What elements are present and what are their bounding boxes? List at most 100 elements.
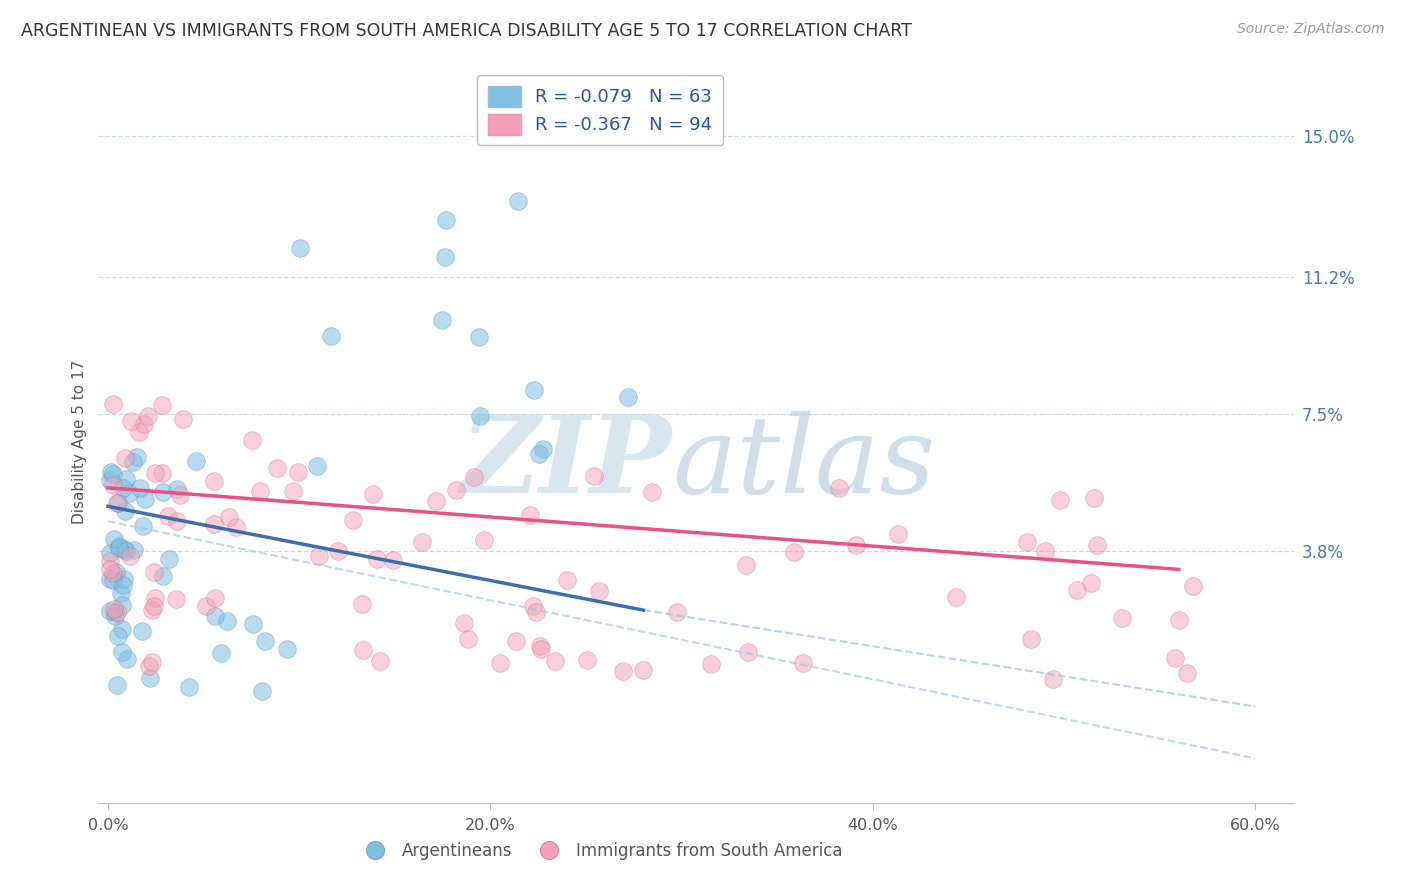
Point: [117, 651, 139, 665]
Point: [142, 599, 165, 614]
Y-axis label: Disability Age 5 to 17: Disability Age 5 to 17: [72, 359, 87, 524]
Point: [122, 543, 145, 558]
Point: [98, 554, 121, 568]
Point: [103, 397, 125, 411]
Point: [519, 508, 541, 522]
Point: [166, 482, 188, 496]
Point: [157, 509, 180, 524]
Point: [463, 470, 485, 484]
Point: [1111, 611, 1133, 625]
Point: [1083, 491, 1105, 505]
Point: [433, 250, 456, 264]
Point: [326, 544, 349, 558]
Point: [225, 520, 247, 534]
Point: [103, 533, 125, 547]
Point: [118, 485, 141, 500]
Point: [612, 665, 634, 679]
Point: [111, 599, 134, 613]
Point: [1087, 538, 1109, 552]
Point: [132, 519, 155, 533]
Point: [128, 481, 150, 495]
Point: [114, 451, 136, 466]
Point: [288, 241, 311, 255]
Point: [249, 483, 271, 498]
Point: [143, 466, 166, 480]
Point: [138, 671, 160, 685]
Point: [157, 552, 180, 566]
Point: [266, 461, 288, 475]
Point: [588, 583, 610, 598]
Point: [457, 632, 479, 647]
Point: [1175, 666, 1198, 681]
Point: [430, 312, 453, 326]
Point: [472, 533, 495, 547]
Point: [112, 541, 135, 556]
Point: [204, 608, 226, 623]
Point: [411, 534, 433, 549]
Point: [103, 602, 125, 616]
Point: [633, 664, 655, 678]
Point: [143, 591, 166, 606]
Point: [1042, 673, 1064, 687]
Point: [98, 473, 121, 487]
Point: [307, 459, 329, 474]
Point: [107, 541, 129, 555]
Point: [381, 552, 404, 566]
Point: [1019, 632, 1042, 647]
Point: [107, 496, 129, 510]
Point: [184, 454, 207, 468]
Point: [575, 653, 598, 667]
Point: [253, 634, 276, 648]
Point: [489, 656, 512, 670]
Point: [179, 680, 201, 694]
Point: [202, 516, 225, 531]
Point: [101, 478, 124, 492]
Point: [530, 642, 553, 657]
Point: [127, 450, 149, 465]
Point: [506, 194, 529, 208]
Point: [202, 475, 225, 489]
Point: [150, 466, 173, 480]
Text: ZIP: ZIP: [461, 410, 672, 516]
Point: [195, 599, 218, 614]
Point: [1182, 579, 1205, 593]
Point: [453, 616, 475, 631]
Point: [1168, 613, 1191, 627]
Point: [1015, 534, 1038, 549]
Point: [887, 526, 910, 541]
Point: [111, 645, 134, 659]
Point: [209, 646, 232, 660]
Point: [131, 624, 153, 638]
Point: [342, 512, 364, 526]
Point: [112, 578, 135, 592]
Point: [165, 592, 187, 607]
Point: [150, 398, 173, 412]
Point: [468, 409, 491, 423]
Point: [945, 590, 967, 604]
Point: [366, 551, 388, 566]
Point: [242, 434, 264, 448]
Point: [136, 409, 159, 424]
Point: [134, 491, 156, 506]
Point: [114, 504, 136, 518]
Legend: Argentineans, Immigrants from South America: Argentineans, Immigrants from South Amer…: [352, 836, 849, 867]
Point: [527, 447, 550, 461]
Point: [735, 558, 758, 572]
Point: [128, 425, 150, 440]
Point: [617, 390, 640, 404]
Point: [134, 417, 156, 432]
Text: ARGENTINEAN VS IMMIGRANTS FROM SOUTH AMERICA DISABILITY AGE 5 TO 17 CORRELATION : ARGENTINEAN VS IMMIGRANTS FROM SOUTH AME…: [21, 22, 912, 40]
Point: [1164, 650, 1187, 665]
Point: [122, 455, 145, 469]
Point: [103, 566, 125, 581]
Point: [172, 412, 194, 426]
Point: [107, 496, 129, 510]
Point: [152, 569, 174, 583]
Point: [104, 609, 127, 624]
Point: [281, 483, 304, 498]
Point: [350, 598, 373, 612]
Point: [583, 468, 606, 483]
Point: [529, 639, 551, 653]
Point: [103, 574, 125, 588]
Text: atlas: atlas: [672, 410, 935, 516]
